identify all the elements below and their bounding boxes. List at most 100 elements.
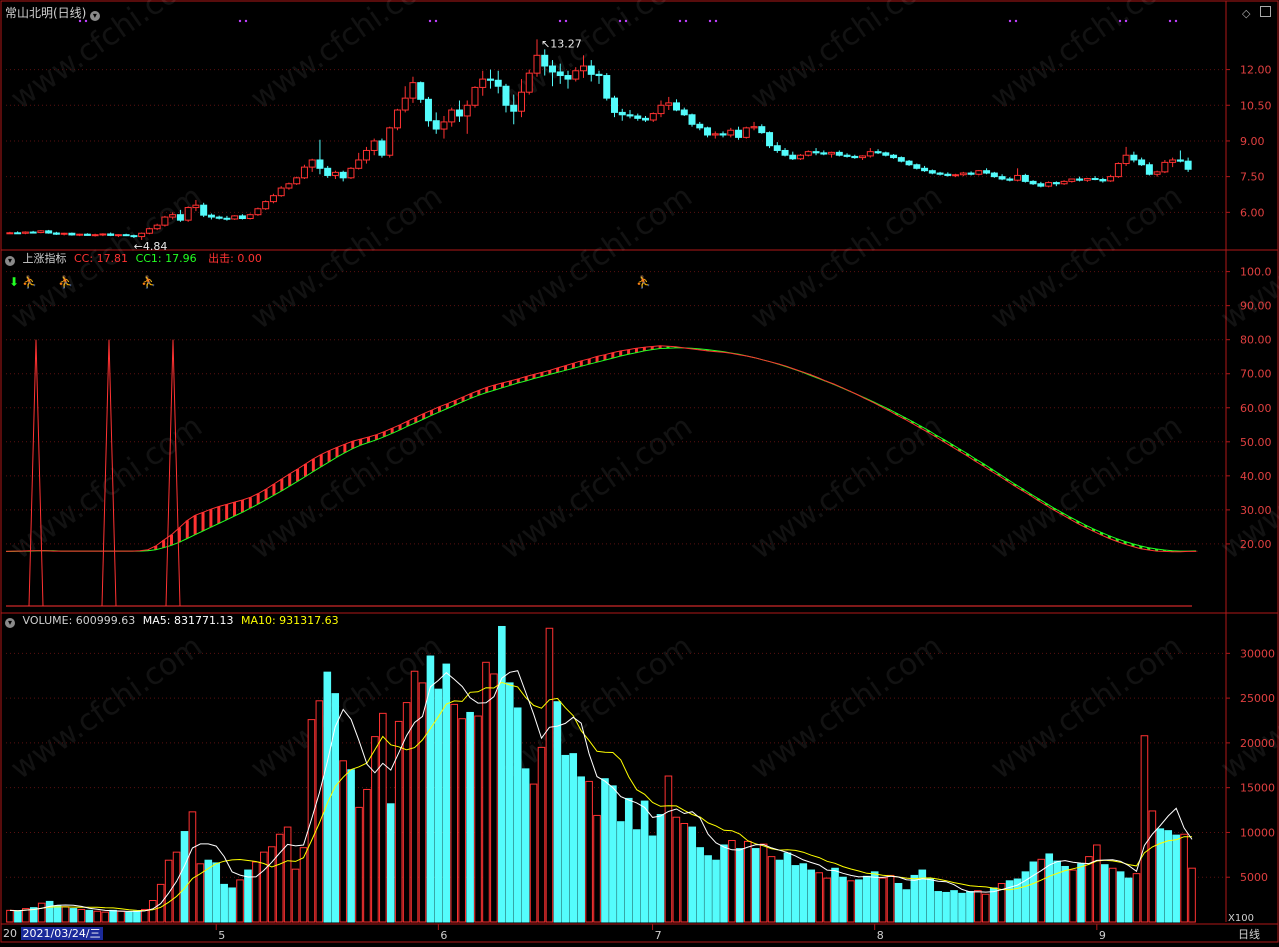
candle-body bbox=[533, 54, 541, 74]
ma10-value-label: MA10: 931317.63 bbox=[240, 614, 339, 627]
volume-bar bbox=[315, 700, 324, 923]
volume-bar bbox=[22, 908, 30, 923]
restore-icon[interactable] bbox=[1260, 6, 1271, 17]
window-controls: ◇ bbox=[1242, 6, 1271, 20]
indicator-tick-label: 90.00 bbox=[1240, 300, 1272, 313]
candle-body bbox=[874, 151, 882, 154]
candle-body bbox=[564, 75, 572, 80]
candle-body bbox=[1107, 176, 1115, 182]
volume-bar bbox=[267, 846, 276, 923]
volume-bar bbox=[45, 900, 54, 923]
volume-bar bbox=[53, 905, 62, 923]
volume-bar bbox=[1156, 828, 1165, 923]
candle-body bbox=[370, 140, 378, 151]
candle-body bbox=[548, 65, 556, 73]
volume-bar bbox=[386, 803, 395, 923]
volume-bar bbox=[355, 806, 363, 923]
candle-body bbox=[386, 127, 394, 156]
volume-bar bbox=[640, 800, 649, 923]
candle-body bbox=[975, 170, 983, 175]
candle-body bbox=[417, 82, 425, 100]
candle-body bbox=[153, 224, 161, 230]
volume-bar bbox=[696, 847, 704, 923]
chevron-down-icon[interactable]: ▾ bbox=[5, 618, 15, 628]
candle-body bbox=[1052, 182, 1060, 185]
candle-body bbox=[486, 78, 494, 81]
candle-body bbox=[1122, 154, 1130, 165]
volume-bar bbox=[720, 844, 728, 923]
volume-bar bbox=[910, 874, 919, 923]
candle-body bbox=[355, 159, 363, 169]
candle-body bbox=[37, 230, 45, 234]
signal-dot bbox=[1014, 19, 1018, 23]
volume-bar bbox=[743, 840, 752, 923]
volume-bar bbox=[1148, 810, 1157, 923]
candle-body bbox=[820, 152, 828, 155]
candle-body bbox=[525, 72, 533, 93]
volume-bar bbox=[323, 671, 332, 923]
volume-bar bbox=[505, 682, 514, 923]
volume-bar bbox=[1188, 867, 1196, 923]
signal-dot bbox=[618, 19, 622, 23]
candle-body bbox=[789, 154, 797, 160]
indicator-name[interactable]: 上涨指标 bbox=[22, 252, 67, 265]
candle-body bbox=[882, 152, 890, 156]
volume-bar bbox=[934, 891, 942, 923]
chevron-down-icon[interactable]: ▾ bbox=[5, 256, 15, 266]
volume-bar bbox=[664, 775, 673, 923]
candle-body bbox=[1037, 183, 1045, 187]
signal-dot bbox=[708, 19, 712, 23]
indicator-tick-label: 30.00 bbox=[1240, 504, 1272, 517]
candle-body bbox=[68, 232, 76, 236]
volume-bar bbox=[545, 627, 554, 923]
volume-bar bbox=[1021, 871, 1030, 923]
volume-bar bbox=[61, 906, 70, 923]
volume-bar bbox=[704, 855, 712, 923]
candle-body bbox=[60, 232, 68, 235]
stock-title[interactable]: 常山北明(日线) bbox=[5, 6, 87, 20]
volume-bar bbox=[1108, 867, 1117, 923]
high-price-label: ↖13.27 bbox=[541, 37, 582, 50]
volume-bar bbox=[164, 859, 173, 923]
runner-icon: ⛹ bbox=[141, 274, 156, 289]
diamond-icon[interactable]: ◇ bbox=[1242, 7, 1251, 20]
ma5-value-label: MA5: 831771.13 bbox=[142, 614, 234, 627]
volume-bar bbox=[1077, 863, 1085, 923]
watermark-text: www.cfchi.com bbox=[985, 0, 1189, 117]
candle-body bbox=[448, 109, 456, 123]
candle-body bbox=[331, 171, 339, 176]
candle-body bbox=[921, 167, 929, 172]
candle-body bbox=[967, 172, 975, 175]
candle-body bbox=[828, 151, 836, 155]
candle-body bbox=[835, 151, 843, 156]
period-label[interactable]: 日线 bbox=[1238, 928, 1260, 941]
signal-dot bbox=[244, 19, 248, 23]
chevron-down-icon[interactable]: ▾ bbox=[89, 11, 100, 21]
candle-body bbox=[905, 160, 913, 166]
candle-body bbox=[688, 114, 696, 125]
watermark-text: www.cfchi.com bbox=[495, 0, 699, 117]
candle-body bbox=[138, 232, 146, 238]
candle-body bbox=[758, 126, 766, 134]
volume-bar bbox=[926, 878, 935, 923]
candle-body bbox=[797, 154, 805, 160]
candle-body bbox=[176, 214, 184, 221]
month-label: 7 bbox=[655, 929, 662, 942]
volume-bar bbox=[688, 826, 697, 923]
volume-bar bbox=[601, 778, 609, 923]
price-tick-label: 6.00 bbox=[1240, 206, 1265, 219]
runner-icon: ⛹ bbox=[58, 274, 73, 289]
signal-dot bbox=[684, 19, 688, 23]
candle-body bbox=[750, 126, 758, 129]
volume-bar bbox=[339, 760, 347, 923]
selected-date[interactable]: 2021/03/24/三 bbox=[20, 927, 103, 940]
volume-bar bbox=[14, 910, 22, 923]
candle-body bbox=[642, 117, 650, 121]
date-bar: 20 2021/03/24/三 bbox=[3, 927, 103, 941]
volume-tick-label: 20000 bbox=[1240, 737, 1275, 750]
exit-spike bbox=[165, 339, 181, 607]
candle-body bbox=[913, 164, 921, 169]
cc-value-label: CC: 17.81 bbox=[74, 252, 129, 265]
